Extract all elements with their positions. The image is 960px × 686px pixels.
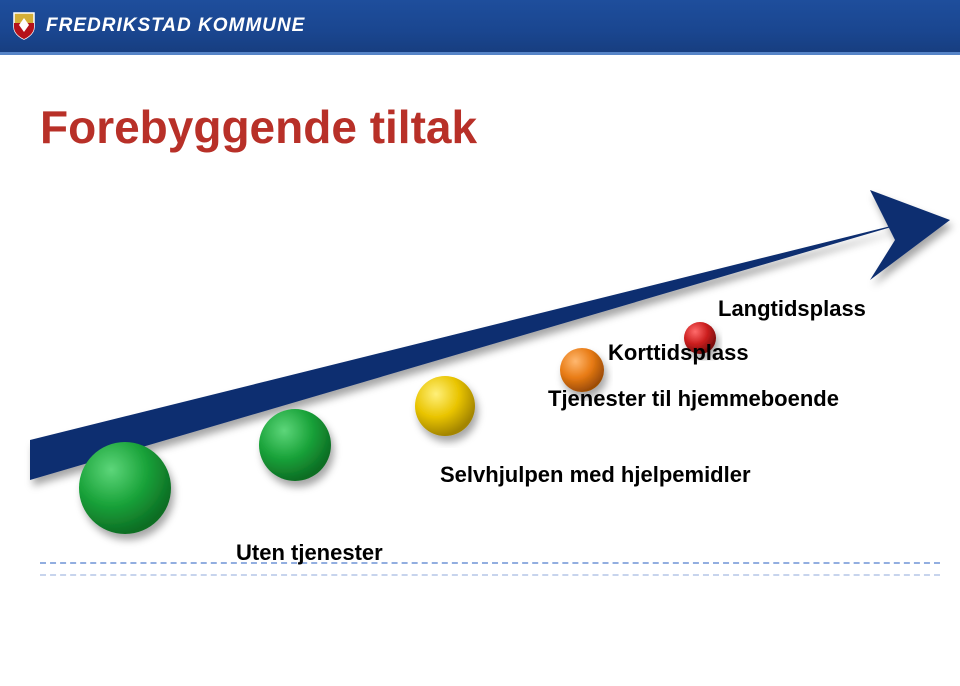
progression-ball — [259, 409, 331, 481]
header-inner: FREDRIKSTAD KOMMUNE — [0, 0, 960, 52]
stage-label: Selvhjulpen med hjelpemidler — [440, 462, 751, 488]
brand-text: FREDRIKSTAD KOMMUNE — [46, 15, 305, 37]
page-title: Forebyggende tiltak — [40, 100, 477, 154]
logo-shield-icon — [12, 11, 36, 41]
stage-label: Tjenester til hjemmeboende — [548, 386, 839, 412]
stage-label: Langtidsplass — [718, 296, 866, 322]
arrow-shape — [30, 190, 950, 480]
stage-label: Korttidsplass — [608, 340, 749, 366]
footer-dashed-line — [40, 562, 940, 564]
header-bar: FREDRIKSTAD KOMMUNE — [0, 0, 960, 55]
progression-ball — [79, 442, 171, 534]
stage-label: Uten tjenester — [236, 540, 383, 566]
progression-ball — [415, 376, 475, 436]
footer-dashed-line — [40, 574, 940, 576]
